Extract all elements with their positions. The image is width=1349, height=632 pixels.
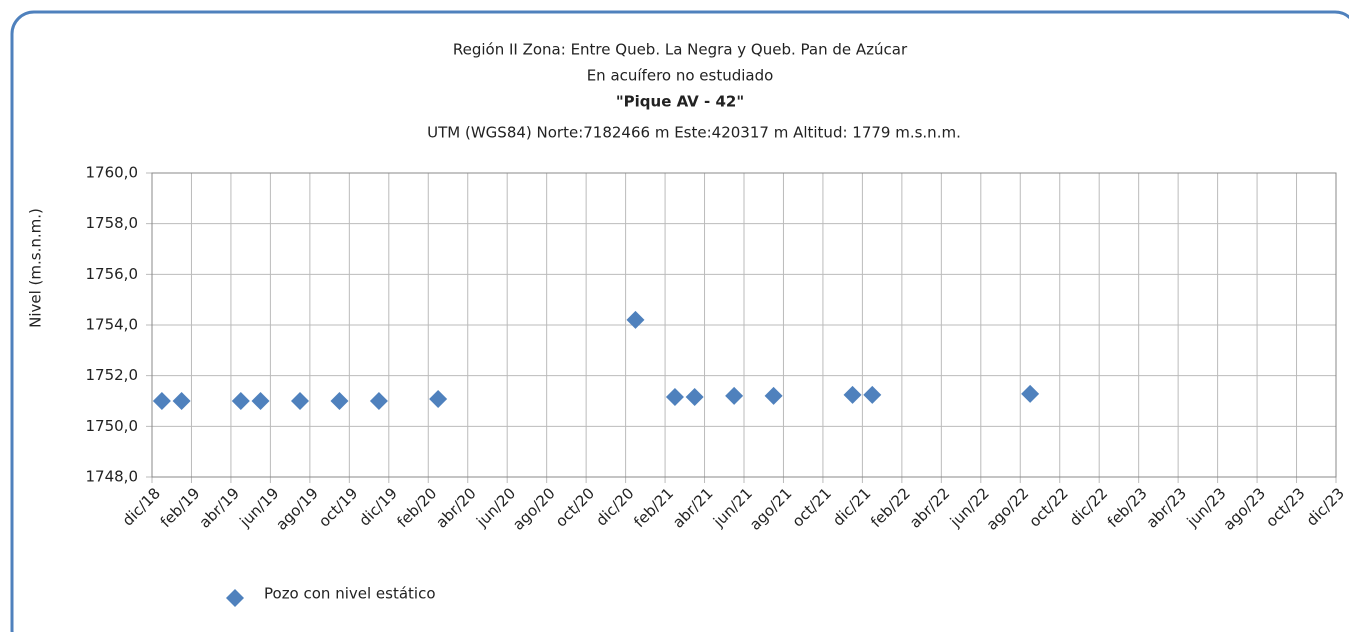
x-tick-label: abr/23 <box>1143 484 1190 531</box>
x-tick-label: feb/20 <box>393 484 440 531</box>
x-tick-label: dic/22 <box>1066 484 1111 529</box>
x-tick-label: oct/20 <box>552 484 598 530</box>
x-tick-label: dic/19 <box>356 484 401 529</box>
x-tick-label: abr/21 <box>669 484 716 531</box>
point <box>764 386 783 405</box>
x-tick-label: feb/19 <box>157 484 204 531</box>
x-tick-label: feb/23 <box>1104 484 1151 531</box>
x-tick-label: ago/20 <box>509 484 559 534</box>
x-tick-label: ago/21 <box>746 484 796 534</box>
y-tick-label: 1752,0 <box>86 366 139 384</box>
y-tick-label: 1760,0 <box>86 164 139 182</box>
x-tick-label: dic/23 <box>1303 484 1348 529</box>
x-tick-label: oct/21 <box>789 484 835 530</box>
frame <box>10 10 1349 632</box>
x-tick-label: ago/19 <box>272 484 322 534</box>
point <box>725 386 744 405</box>
point <box>369 392 388 410</box>
point <box>863 385 882 404</box>
plot-border <box>151 172 1337 478</box>
title-line: En acuífero no estudiado <box>587 67 774 85</box>
title-line: "Pique AV - 42" <box>616 93 744 111</box>
legend-marker <box>226 589 244 607</box>
y-tick-label: 1758,0 <box>86 214 139 232</box>
x-tick-label: dic/18 <box>119 484 164 529</box>
y-tick-label: 1750,0 <box>86 417 139 435</box>
point <box>231 392 250 410</box>
title-line: Región II Zona: Entre Queb. La Negra y Q… <box>453 41 908 59</box>
point <box>172 392 191 410</box>
legend-label: Pozo con nivel estático <box>264 585 436 603</box>
point <box>1021 384 1040 403</box>
x-tick-label: abr/19 <box>196 484 243 531</box>
x-tick-label: oct/19 <box>315 484 361 530</box>
x-tick-label: abr/20 <box>432 484 479 531</box>
x-tick-label: dic/20 <box>592 484 637 529</box>
x-tick-label: feb/21 <box>630 484 677 531</box>
point <box>429 389 448 408</box>
title-line: UTM (WGS84) Norte:7182466 m Este:420317 … <box>427 124 961 142</box>
x-tick-label: feb/22 <box>867 484 914 531</box>
x-tick-label: oct/22 <box>1025 484 1071 530</box>
x-tick-label: oct/23 <box>1262 484 1308 530</box>
point <box>152 392 171 410</box>
y-tick-label: 1748,0 <box>86 468 139 486</box>
point <box>685 387 704 406</box>
y-axis-label: Nivel (m.s.n.m.) <box>27 208 45 328</box>
point <box>330 392 349 410</box>
x-tick-label: ago/22 <box>983 484 1033 534</box>
point <box>291 392 309 410</box>
point <box>665 387 684 406</box>
point <box>251 392 270 410</box>
x-tick-label: ago/23 <box>1220 484 1270 534</box>
y-tick-label: 1754,0 <box>86 316 139 334</box>
point <box>626 310 645 329</box>
x-tick-label: dic/21 <box>829 484 874 529</box>
point <box>843 385 862 404</box>
y-tick-label: 1756,0 <box>86 265 139 283</box>
x-tick-label: abr/22 <box>906 484 953 531</box>
